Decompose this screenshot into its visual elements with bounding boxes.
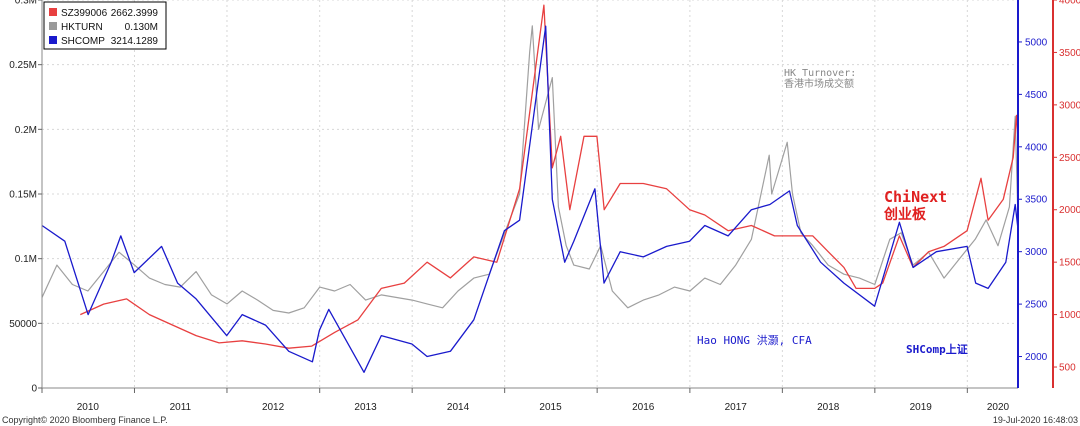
chinext-axis-ticks: 500 1000 1500 2000 2500 3000 3500 4000 (1053, 0, 1080, 374)
annotation-chinext-cn: 创业板 (883, 206, 927, 223)
shcomp-tick-label: 2500 (1025, 300, 1048, 311)
left-tick-label: 0.3M (15, 0, 37, 7)
shcomp-tick-label: 4500 (1025, 90, 1048, 101)
shcomp-tick-label: 4000 (1025, 142, 1048, 153)
annotation-hk-turnover-en: HK Turnover: (784, 68, 856, 79)
x-tick-label: 2012 (262, 402, 285, 413)
annotation-shcomp: SHComp上证 (906, 342, 968, 356)
x-tick-label: 2016 (632, 402, 655, 413)
timestamp-text: 19-Jul-2020 16:48:03 (993, 415, 1078, 425)
legend-value-shcomp: 3214.1289 (111, 36, 159, 47)
legend-swatch-hkturn (49, 22, 57, 30)
x-tick-label: 2015 (539, 402, 562, 413)
series-line-hkturn (41, 25, 1019, 314)
shcomp-tick-label: 5000 (1025, 37, 1048, 48)
legend-ticker-sz399006: SZ399006 (61, 8, 108, 19)
series-line-sz399006 (80, 4, 1019, 349)
chinext-tick-label: 4000 (1059, 0, 1080, 7)
chinext-tick-label: 1000 (1059, 310, 1080, 321)
legend-box (43, 1, 167, 50)
shcomp-axis-ticks: 2000 2500 3000 3500 4000 4500 5000 (1018, 37, 1048, 363)
left-tick-label: 0.2M (15, 125, 37, 136)
chinext-tick-label: 2500 (1059, 153, 1080, 164)
legend-swatch-sz399006 (49, 8, 57, 16)
legend-swatch-shcomp (49, 36, 57, 44)
x-tick-label: 2013 (354, 402, 377, 413)
left-tick-label: 0 (31, 384, 37, 395)
x-tick-label: 2017 (725, 402, 748, 413)
left-axis-ticks: 0 50000 0.1M 0.15M 0.2M 0.25M 0.3M (9, 0, 42, 395)
left-tick-label: 0.1M (15, 254, 37, 265)
x-tick-label: 2010 (77, 402, 100, 413)
annotation-hk-turnover-cn: 香港市场成交额 (784, 77, 854, 90)
series-line-shcomp (41, 25, 1019, 373)
x-tick-label: 2020 (987, 402, 1010, 413)
chinext-tick-label: 3000 (1059, 100, 1080, 111)
left-tick-label: 0.25M (9, 60, 37, 71)
legend-ticker-hkturn: HKTURN (61, 22, 103, 33)
copyright-text: Copyright© 2020 Bloomberg Finance L.P. (2, 415, 168, 425)
legend-value-hkturn: 0.130M (125, 22, 158, 33)
legend-value-sz399006: 2662.3999 (111, 8, 159, 19)
x-tick-label: 2018 (817, 402, 840, 413)
x-tick-label: 2014 (447, 402, 470, 413)
left-tick-label: 0.15M (9, 190, 37, 201)
shcomp-tick-label: 3500 (1025, 195, 1048, 206)
chinext-tick-label: 2000 (1059, 205, 1080, 216)
x-tick-label: 2019 (910, 402, 933, 413)
x-axis-ticks: 2010 2011 2012 2013 2014 2015 2016 2017 2018 2019… (41, 388, 1010, 413)
chinext-tick-label: 1500 (1059, 258, 1080, 269)
left-tick-label: 50000 (9, 319, 37, 330)
annotation-author: Hao HONG 洪灏, CFA (697, 333, 812, 347)
annotation-chinext-en: ChiNext (884, 188, 947, 206)
series-layer (41, 4, 1019, 373)
chinext-tick-label: 500 (1059, 363, 1076, 374)
legend: SZ399006 2662.3999 HKTURN 0.130M SHCOMP … (43, 1, 167, 50)
shcomp-tick-label: 2000 (1025, 352, 1048, 363)
x-tick-label: 2011 (170, 402, 192, 413)
legend-ticker-shcomp: SHCOMP (61, 36, 105, 47)
chinext-tick-label: 3500 (1059, 48, 1080, 59)
shcomp-tick-label: 3000 (1025, 247, 1048, 258)
